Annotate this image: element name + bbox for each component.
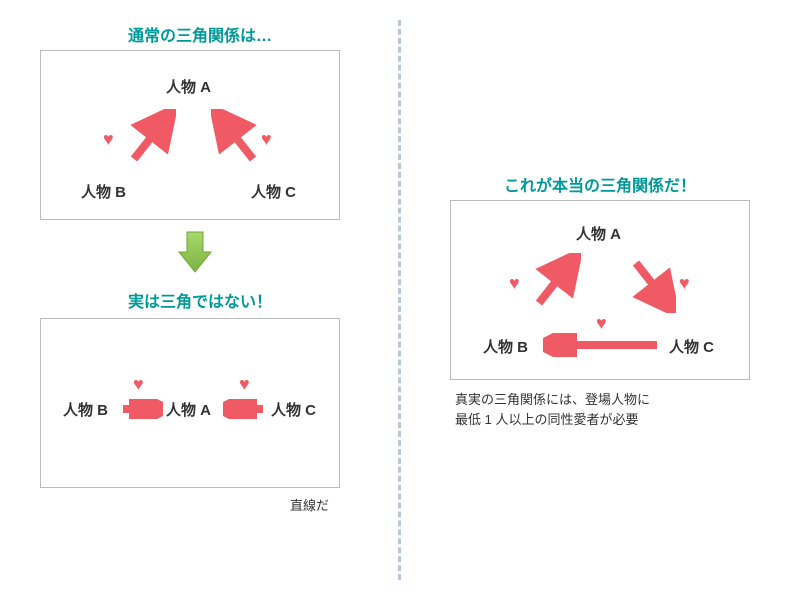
right-note: 真実の三角関係には、登場人物に 最低 1 人以上の同性愛者が必要	[455, 390, 650, 429]
heart-icon: ♥	[103, 129, 114, 150]
left-title-2: 実は三角ではない！	[60, 288, 340, 312]
rbox-person-b: 人物 B	[483, 336, 528, 357]
right-box: 人物 A 人物 B 人物 C ♥ ♥ ♥	[450, 200, 750, 380]
right-title: これが本当の三角関係だ！	[450, 172, 750, 196]
box2-person-a: 人物 A	[166, 399, 211, 420]
arrow-c-to-a-left-icon	[223, 399, 267, 419]
arrow-b-to-a-icon	[126, 109, 176, 169]
arrow-b-to-a-icon	[531, 253, 581, 313]
heart-icon: ♥	[261, 129, 272, 150]
left-box-1: 人物 A 人物 B 人物 C ♥ ♥	[40, 50, 340, 220]
arrow-b-to-a-right-icon	[119, 399, 163, 419]
left-caption: 直線だ	[290, 495, 329, 514]
box1-person-b: 人物 B	[81, 181, 126, 202]
box2-person-c: 人物 C	[271, 399, 316, 420]
rbox-person-a: 人物 A	[576, 223, 621, 244]
right-note-line1: 真実の三角関係には、登場人物に	[455, 390, 650, 410]
box1-person-c: 人物 C	[251, 181, 296, 202]
arrow-a-to-c-icon	[626, 253, 676, 313]
arrow-c-to-a-icon	[211, 109, 261, 169]
heart-icon: ♥	[133, 374, 144, 395]
right-note-line2: 最低 1 人以上の同性愛者が必要	[455, 410, 650, 430]
left-box-2: 人物 B 人物 A 人物 C ♥ ♥	[40, 318, 340, 488]
heart-icon: ♥	[509, 273, 520, 294]
heart-icon: ♥	[239, 374, 250, 395]
heart-icon: ♥	[596, 313, 607, 334]
left-title-1: 通常の三角関係は…	[60, 22, 340, 46]
box2-person-b: 人物 B	[63, 399, 108, 420]
vertical-divider	[398, 20, 401, 580]
arrow-c-to-b-icon	[543, 333, 663, 357]
box1-person-a: 人物 A	[166, 76, 211, 97]
green-down-arrow-icon	[175, 228, 215, 276]
rbox-person-c: 人物 C	[669, 336, 714, 357]
heart-icon: ♥	[679, 273, 690, 294]
